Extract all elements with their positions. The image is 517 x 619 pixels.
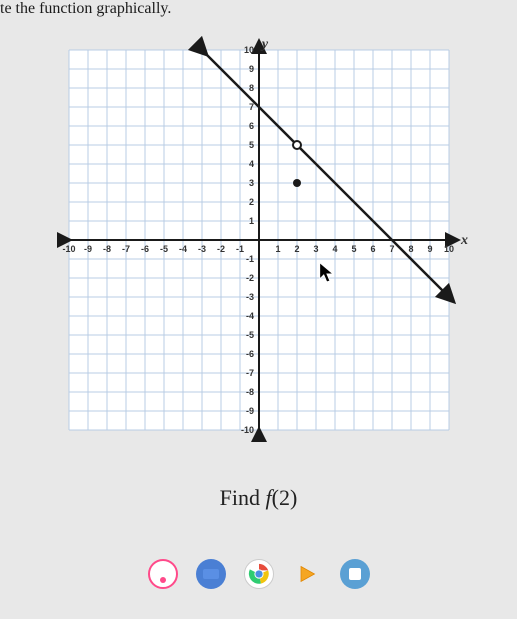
svg-text:4: 4 [248, 159, 253, 169]
svg-text:6: 6 [248, 121, 253, 131]
svg-text:5: 5 [248, 140, 253, 150]
svg-text:-3: -3 [197, 244, 205, 254]
svg-text:10: 10 [243, 45, 253, 55]
taskbar-chrome-icon[interactable] [244, 559, 274, 589]
taskbar-media-player-icon[interactable] [292, 559, 322, 589]
svg-text:8: 8 [408, 244, 413, 254]
svg-text:1: 1 [275, 244, 280, 254]
svg-text:3: 3 [313, 244, 318, 254]
svg-text:8: 8 [248, 83, 253, 93]
svg-text:-6: -6 [245, 349, 253, 359]
question-arg: (2) [272, 485, 298, 510]
question-prefix: Find [220, 485, 266, 510]
svg-text:-2: -2 [216, 244, 224, 254]
svg-text:-6: -6 [140, 244, 148, 254]
svg-text:9: 9 [248, 64, 253, 74]
svg-text:1: 1 [248, 216, 253, 226]
svg-text:-10: -10 [62, 244, 75, 254]
svg-text:-8: -8 [245, 387, 253, 397]
svg-text:7: 7 [389, 244, 394, 254]
svg-text:-2: -2 [245, 273, 253, 283]
svg-text:5: 5 [351, 244, 356, 254]
svg-text:-9: -9 [245, 406, 253, 416]
svg-text:-10: -10 [240, 425, 253, 435]
svg-text:3: 3 [248, 178, 253, 188]
svg-text:-8: -8 [102, 244, 110, 254]
taskbar-app-2-icon[interactable] [196, 559, 226, 589]
taskbar-app-5-icon[interactable] [340, 559, 370, 589]
question-text: Find f(2) [220, 485, 298, 511]
svg-text:9: 9 [427, 244, 432, 254]
svg-text:-5: -5 [159, 244, 167, 254]
y-axis-label: y [259, 37, 268, 52]
svg-text:-1: -1 [245, 254, 253, 264]
svg-text:-1: -1 [235, 244, 243, 254]
svg-text:10: 10 [443, 244, 453, 254]
taskbar [148, 559, 370, 589]
svg-text:-5: -5 [245, 330, 253, 340]
taskbar-app-1-icon[interactable] [148, 559, 178, 589]
svg-text:-7: -7 [121, 244, 129, 254]
svg-text:-3: -3 [245, 292, 253, 302]
svg-text:6: 6 [370, 244, 375, 254]
svg-text:2: 2 [248, 197, 253, 207]
svg-text:-7: -7 [245, 368, 253, 378]
graph-container: -10 -9 -8 -7 -6 -5 -4 -3 -2 -1 1 2 3 4 5 6 7 8 9 10 -10 -9 -8 -… [49, 30, 469, 450]
svg-text:4: 4 [332, 244, 337, 254]
svg-text:7: 7 [248, 102, 253, 112]
svg-text:-4: -4 [178, 244, 186, 254]
x-axis-label: x [460, 233, 468, 248]
function-graph: -10 -9 -8 -7 -6 -5 -4 -3 -2 -1 1 2 3 4 5 6 7 8 9 10 -10 -9 -8 -… [49, 30, 469, 450]
svg-text:-4: -4 [245, 311, 253, 321]
svg-text:-9: -9 [83, 244, 91, 254]
header-text: te the function graphically. [0, 0, 171, 18]
svg-text:2: 2 [294, 244, 299, 254]
